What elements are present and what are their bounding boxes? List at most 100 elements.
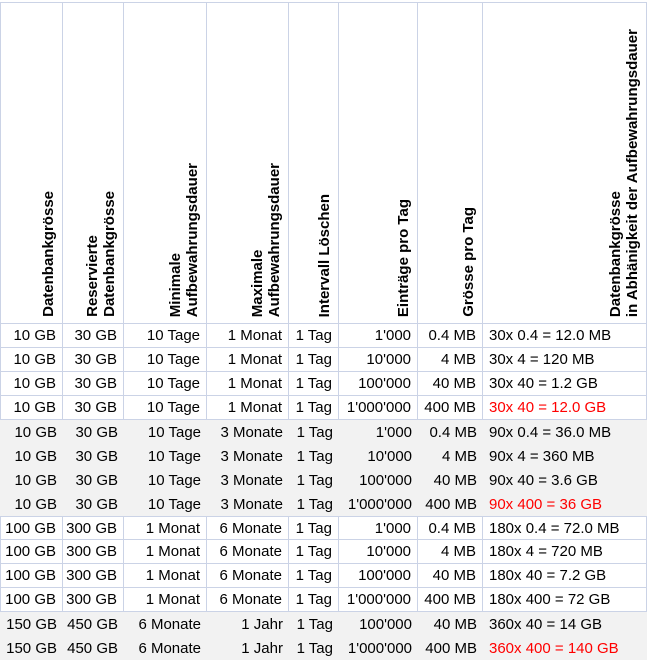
column-header-text: Datenbankgrösse bbox=[40, 191, 57, 317]
cell-maximale-aufbewahrungsdauer: 6 Monate bbox=[207, 517, 289, 539]
column-header-line: Aufbewahrungsdauer bbox=[184, 162, 201, 317]
cell-minimale-aufbewahrungsdauer: 1 Monat bbox=[124, 517, 207, 539]
table-row: 10 GB 30 GB 10 Tage 3 Monate 1 Tag 1'000… bbox=[0, 492, 647, 516]
cell-minimale-aufbewahrungsdauer: 1 Monat bbox=[124, 564, 207, 587]
cell-maximale-aufbewahrungsdauer: 1 Jahr bbox=[241, 615, 283, 633]
column-header-line: Einträge pro Tag bbox=[395, 198, 412, 317]
table-row: 10 GB 30 GB 10 Tage 1 Monat 1 Tag 1'000'… bbox=[0, 396, 647, 420]
cell-berechnung: 90x 0.4 = 36.0 MB bbox=[489, 423, 612, 441]
cell-datenbankgroesse: 100 GB bbox=[0, 588, 63, 611]
cell-minimale-aufbewahrungsdauer: 10 Tage bbox=[124, 348, 207, 371]
column-header-reservierte-datenbankgroesse: Reservierte Datenbankgrösse bbox=[63, 3, 124, 323]
table-row: 100 GB 300 GB 1 Monat 6 Monate 1 Tag 100… bbox=[0, 564, 647, 588]
cell-minimale-aufbewahrungsdauer: 1 Monat bbox=[124, 588, 207, 611]
column-header-line: Datenbankgrösse bbox=[101, 191, 118, 317]
table-body: 10 GB 30 GB 10 Tage 1 Monat 1 Tag 1'000 … bbox=[0, 324, 647, 660]
cell-reservierte-datenbankgroesse: 30 GB bbox=[75, 471, 118, 489]
cell-intervall-loeschen: 1 Tag bbox=[289, 396, 339, 419]
cell-minimale-aufbewahrungsdauer: 10 Tage bbox=[124, 324, 207, 347]
cell-eintraege-pro-tag: 1'000'000 bbox=[339, 396, 418, 419]
table-row: 10 GB 30 GB 10 Tage 3 Monate 1 Tag 100'0… bbox=[0, 468, 647, 492]
cell-maximale-aufbewahrungsdauer: 1 Monat bbox=[207, 324, 289, 347]
column-header-line: Grösse pro Tag bbox=[460, 207, 477, 317]
cell-maximale-aufbewahrungsdauer: 3 Monate bbox=[220, 495, 283, 513]
cell-eintraege-pro-tag: 100'000 bbox=[339, 564, 418, 587]
cell-maximale-aufbewahrungsdauer: 3 Monate bbox=[220, 447, 283, 465]
table-row: 100 GB 300 GB 1 Monat 6 Monate 1 Tag 10'… bbox=[0, 540, 647, 564]
cell-intervall-loeschen: 1 Tag bbox=[289, 564, 339, 587]
cell-reservierte-datenbankgroesse: 30 GB bbox=[63, 372, 124, 395]
cell-minimale-aufbewahrungsdauer: 10 Tage bbox=[147, 447, 201, 465]
cell-reservierte-datenbankgroesse: 450 GB bbox=[67, 615, 118, 633]
cell-berechnung: 90x 400 = 36 GB bbox=[489, 495, 602, 513]
cell-eintraege-pro-tag: 1'000'000 bbox=[347, 639, 412, 657]
cell-maximale-aufbewahrungsdauer: 3 Monate bbox=[220, 423, 283, 441]
cell-groesse-pro-tag: 40 MB bbox=[418, 564, 483, 587]
table-row: 10 GB 30 GB 10 Tage 1 Monat 1 Tag 100'00… bbox=[0, 372, 647, 396]
column-header-minimale-aufbewahrungsdauer: Minimale Aufbewahrungsdauer bbox=[124, 3, 207, 323]
cell-intervall-loeschen: 1 Tag bbox=[289, 348, 339, 371]
table-row: 100 GB 300 GB 1 Monat 6 Monate 1 Tag 1'0… bbox=[0, 588, 647, 612]
cell-intervall-loeschen: 1 Tag bbox=[289, 324, 339, 347]
cell-intervall-loeschen: 1 Tag bbox=[296, 495, 333, 513]
column-header-text: Maximale Aufbewahrungsdauer bbox=[249, 163, 283, 317]
cell-intervall-loeschen: 1 Tag bbox=[296, 447, 333, 465]
cell-intervall-loeschen: 1 Tag bbox=[296, 423, 333, 441]
cell-berechnung: 180x 4 = 720 MB bbox=[483, 540, 647, 563]
cell-maximale-aufbewahrungsdauer: 1 Monat bbox=[207, 372, 289, 395]
cell-minimale-aufbewahrungsdauer: 10 Tage bbox=[147, 423, 201, 441]
cell-groesse-pro-tag: 400 MB bbox=[418, 396, 483, 419]
cell-berechnung: 360x 40 = 14 GB bbox=[489, 615, 602, 633]
cell-groesse-pro-tag: 400 MB bbox=[418, 588, 483, 611]
cell-datenbankgroesse: 10 GB bbox=[14, 447, 57, 465]
cell-datenbankgroesse: 150 GB bbox=[6, 639, 57, 657]
cell-maximale-aufbewahrungsdauer: 6 Monate bbox=[207, 588, 289, 611]
cell-maximale-aufbewahrungsdauer: 1 Monat bbox=[207, 396, 289, 419]
cell-intervall-loeschen: 1 Tag bbox=[289, 540, 339, 563]
cell-maximale-aufbewahrungsdauer: 1 Monat bbox=[207, 348, 289, 371]
cell-groesse-pro-tag: 0.4 MB bbox=[429, 423, 477, 441]
cell-eintraege-pro-tag: 10'000 bbox=[367, 447, 412, 465]
column-header-text: Minimale Aufbewahrungsdauer bbox=[167, 163, 201, 317]
cell-groesse-pro-tag: 400 MB bbox=[425, 495, 477, 513]
cell-eintraege-pro-tag: 1'000'000 bbox=[347, 495, 412, 513]
cell-intervall-loeschen: 1 Tag bbox=[289, 588, 339, 611]
cell-datenbankgroesse: 10 GB bbox=[14, 423, 57, 441]
column-header-line: in Abhänigkeit der Aufbewahrungsdauer bbox=[624, 28, 641, 317]
cell-eintraege-pro-tag: 1'000 bbox=[339, 517, 418, 539]
cell-maximale-aufbewahrungsdauer: 3 Monate bbox=[220, 471, 283, 489]
cell-eintraege-pro-tag: 100'000 bbox=[359, 615, 412, 633]
cell-intervall-loeschen: 1 Tag bbox=[289, 372, 339, 395]
cell-reservierte-datenbankgroesse: 30 GB bbox=[75, 447, 118, 465]
cell-groesse-pro-tag: 40 MB bbox=[433, 615, 477, 633]
cell-reservierte-datenbankgroesse: 300 GB bbox=[63, 564, 124, 587]
cell-datenbankgroesse: 10 GB bbox=[14, 495, 57, 513]
cell-eintraege-pro-tag: 1'000 bbox=[339, 324, 418, 347]
cell-reservierte-datenbankgroesse: 30 GB bbox=[75, 423, 118, 441]
cell-groesse-pro-tag: 0.4 MB bbox=[418, 517, 483, 539]
column-header-intervall-loeschen: Intervall Löschen bbox=[289, 3, 339, 323]
cell-groesse-pro-tag: 40 MB bbox=[433, 471, 477, 489]
cell-berechnung: 180x 40 = 7.2 GB bbox=[483, 564, 647, 587]
cell-berechnung: 90x 4 = 360 MB bbox=[489, 447, 595, 465]
cell-eintraege-pro-tag: 1'000 bbox=[375, 423, 412, 441]
cell-minimale-aufbewahrungsdauer: 6 Monate bbox=[138, 639, 201, 657]
cell-minimale-aufbewahrungsdauer: 10 Tage bbox=[147, 471, 201, 489]
cell-intervall-loeschen: 1 Tag bbox=[296, 639, 333, 657]
cell-datenbankgroesse: 100 GB bbox=[0, 564, 63, 587]
cell-reservierte-datenbankgroesse: 30 GB bbox=[63, 396, 124, 419]
cell-eintraege-pro-tag: 1'000'000 bbox=[339, 588, 418, 611]
cell-datenbankgroesse: 150 GB bbox=[6, 615, 57, 633]
cell-minimale-aufbewahrungsdauer: 10 Tage bbox=[124, 372, 207, 395]
column-header-datenbankgroesse-in-abhaenigkeit: Datenbankgrösse in Abhänigkeit der Aufbew… bbox=[483, 3, 647, 323]
cell-minimale-aufbewahrungsdauer: 10 Tage bbox=[124, 396, 207, 419]
cell-groesse-pro-tag: 40 MB bbox=[418, 372, 483, 395]
cell-eintraege-pro-tag: 100'000 bbox=[339, 372, 418, 395]
cell-datenbankgroesse: 100 GB bbox=[0, 540, 63, 563]
cell-groesse-pro-tag: 4 MB bbox=[418, 348, 483, 371]
cell-intervall-loeschen: 1 Tag bbox=[289, 517, 339, 539]
cell-reservierte-datenbankgroesse: 300 GB bbox=[63, 540, 124, 563]
column-header-line: Datenbankgrösse bbox=[40, 191, 57, 317]
cell-berechnung: 30x 40 = 12.0 GB bbox=[483, 396, 647, 419]
cell-intervall-loeschen: 1 Tag bbox=[296, 471, 333, 489]
